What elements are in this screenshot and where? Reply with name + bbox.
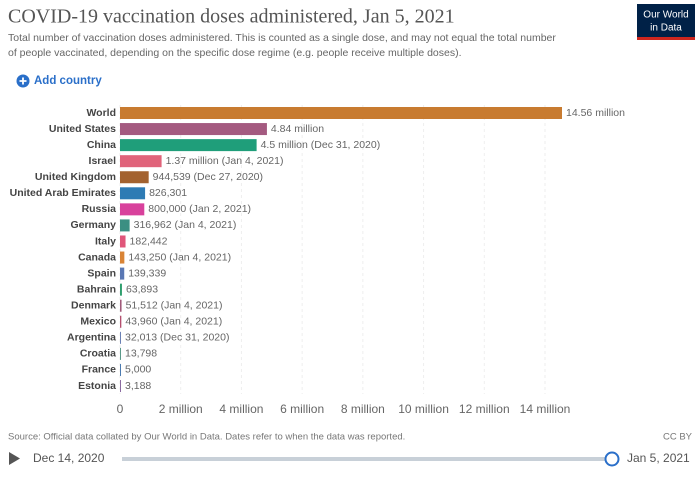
bar [120,203,145,216]
category-label: Spain [87,267,116,279]
value-label: 800,000 (Jan 2, 2021) [148,203,251,215]
bar [120,331,121,344]
category-label: United Kingdom [35,171,116,183]
category-label: World [86,107,116,119]
value-label: 143,250 (Jan 4, 2021) [128,251,231,263]
value-label: 63,893 [126,283,158,295]
x-tick-label: 0 [117,402,124,416]
source-note: Source: Official data collated by Our Wo… [8,432,405,443]
chart-title: COVID-19 vaccination doses administered,… [8,6,455,28]
value-label: 4.84 million [271,123,324,135]
bar [120,347,121,360]
value-label: 51,512 (Jan 4, 2021) [126,300,223,312]
x-tick-label: 10 million [398,402,449,416]
bar [120,187,146,200]
value-label: 3,188 [125,380,151,392]
bar [120,155,162,168]
value-label: 43,960 (Jan 4, 2021) [125,316,222,328]
license: CC BY [663,432,693,443]
logo-text: Our World [643,10,688,21]
bar [120,235,126,248]
value-label: 5,000 [125,364,151,376]
value-label: 826,301 [149,187,187,199]
play-button[interactable] [9,452,20,465]
value-label: 182,442 [130,235,168,247]
bar [120,139,257,152]
category-label: Russia [82,203,117,215]
bar [120,251,125,264]
category-label: Canada [78,251,116,263]
add-country-button[interactable]: Add country [16,74,103,88]
timeline-end: Jan 5, 2021 [627,451,690,465]
bar [120,123,267,136]
category-label: Denmark [71,300,116,312]
bar [120,299,122,312]
category-label: France [82,364,117,376]
category-label: Israel [89,155,117,167]
x-tick-label: 8 million [341,402,385,416]
bar [120,219,130,232]
category-label: United Arab Emirates [10,187,117,199]
x-tick-label: 14 million [520,402,571,416]
value-label: 316,962 (Jan 4, 2021) [134,219,237,231]
timeline-start: Dec 14, 2020 [33,451,105,465]
bar [120,315,122,328]
bar [120,380,121,393]
category-label: Estonia [78,380,116,392]
add-icon-plus [19,77,27,85]
logo-text: in Data [650,23,682,34]
subtitle: Total number of vaccination doses admini… [8,32,556,44]
logo-stripe [637,37,695,40]
add-country-label[interactable]: Add country [34,75,102,87]
value-label: 944,539 (Dec 27, 2020) [153,171,263,183]
bar [120,283,122,296]
x-tick-label: 4 million [219,402,263,416]
category-label: Italy [95,235,116,247]
bar [120,107,562,119]
category-label: China [87,139,116,151]
bar [120,363,121,376]
value-label: 4.5 million (Dec 31, 2020) [261,139,381,151]
bar [120,171,149,184]
timeline-handle[interactable] [604,451,620,467]
category-label: United States [49,123,116,135]
subtitle: of people vaccinated, depending on the s… [8,47,462,59]
category-label: Argentina [67,332,116,344]
category-label: Croatia [80,348,116,360]
category-label: Bahrain [77,283,116,295]
logo[interactable] [637,4,695,40]
category-label: Germany [70,219,116,231]
category-label: Mexico [80,316,116,328]
bar [120,267,125,280]
value-label: 13,798 [125,348,157,360]
value-label: 139,339 [128,267,166,279]
x-tick-label: 6 million [280,402,324,416]
value-label: 32,013 (Dec 31, 2020) [125,332,230,344]
value-label: 1.37 million (Jan 4, 2021) [166,155,284,167]
value-label: 14.56 million [566,107,625,119]
x-tick-label: 2 million [159,402,203,416]
x-tick-label: 12 million [459,402,510,416]
